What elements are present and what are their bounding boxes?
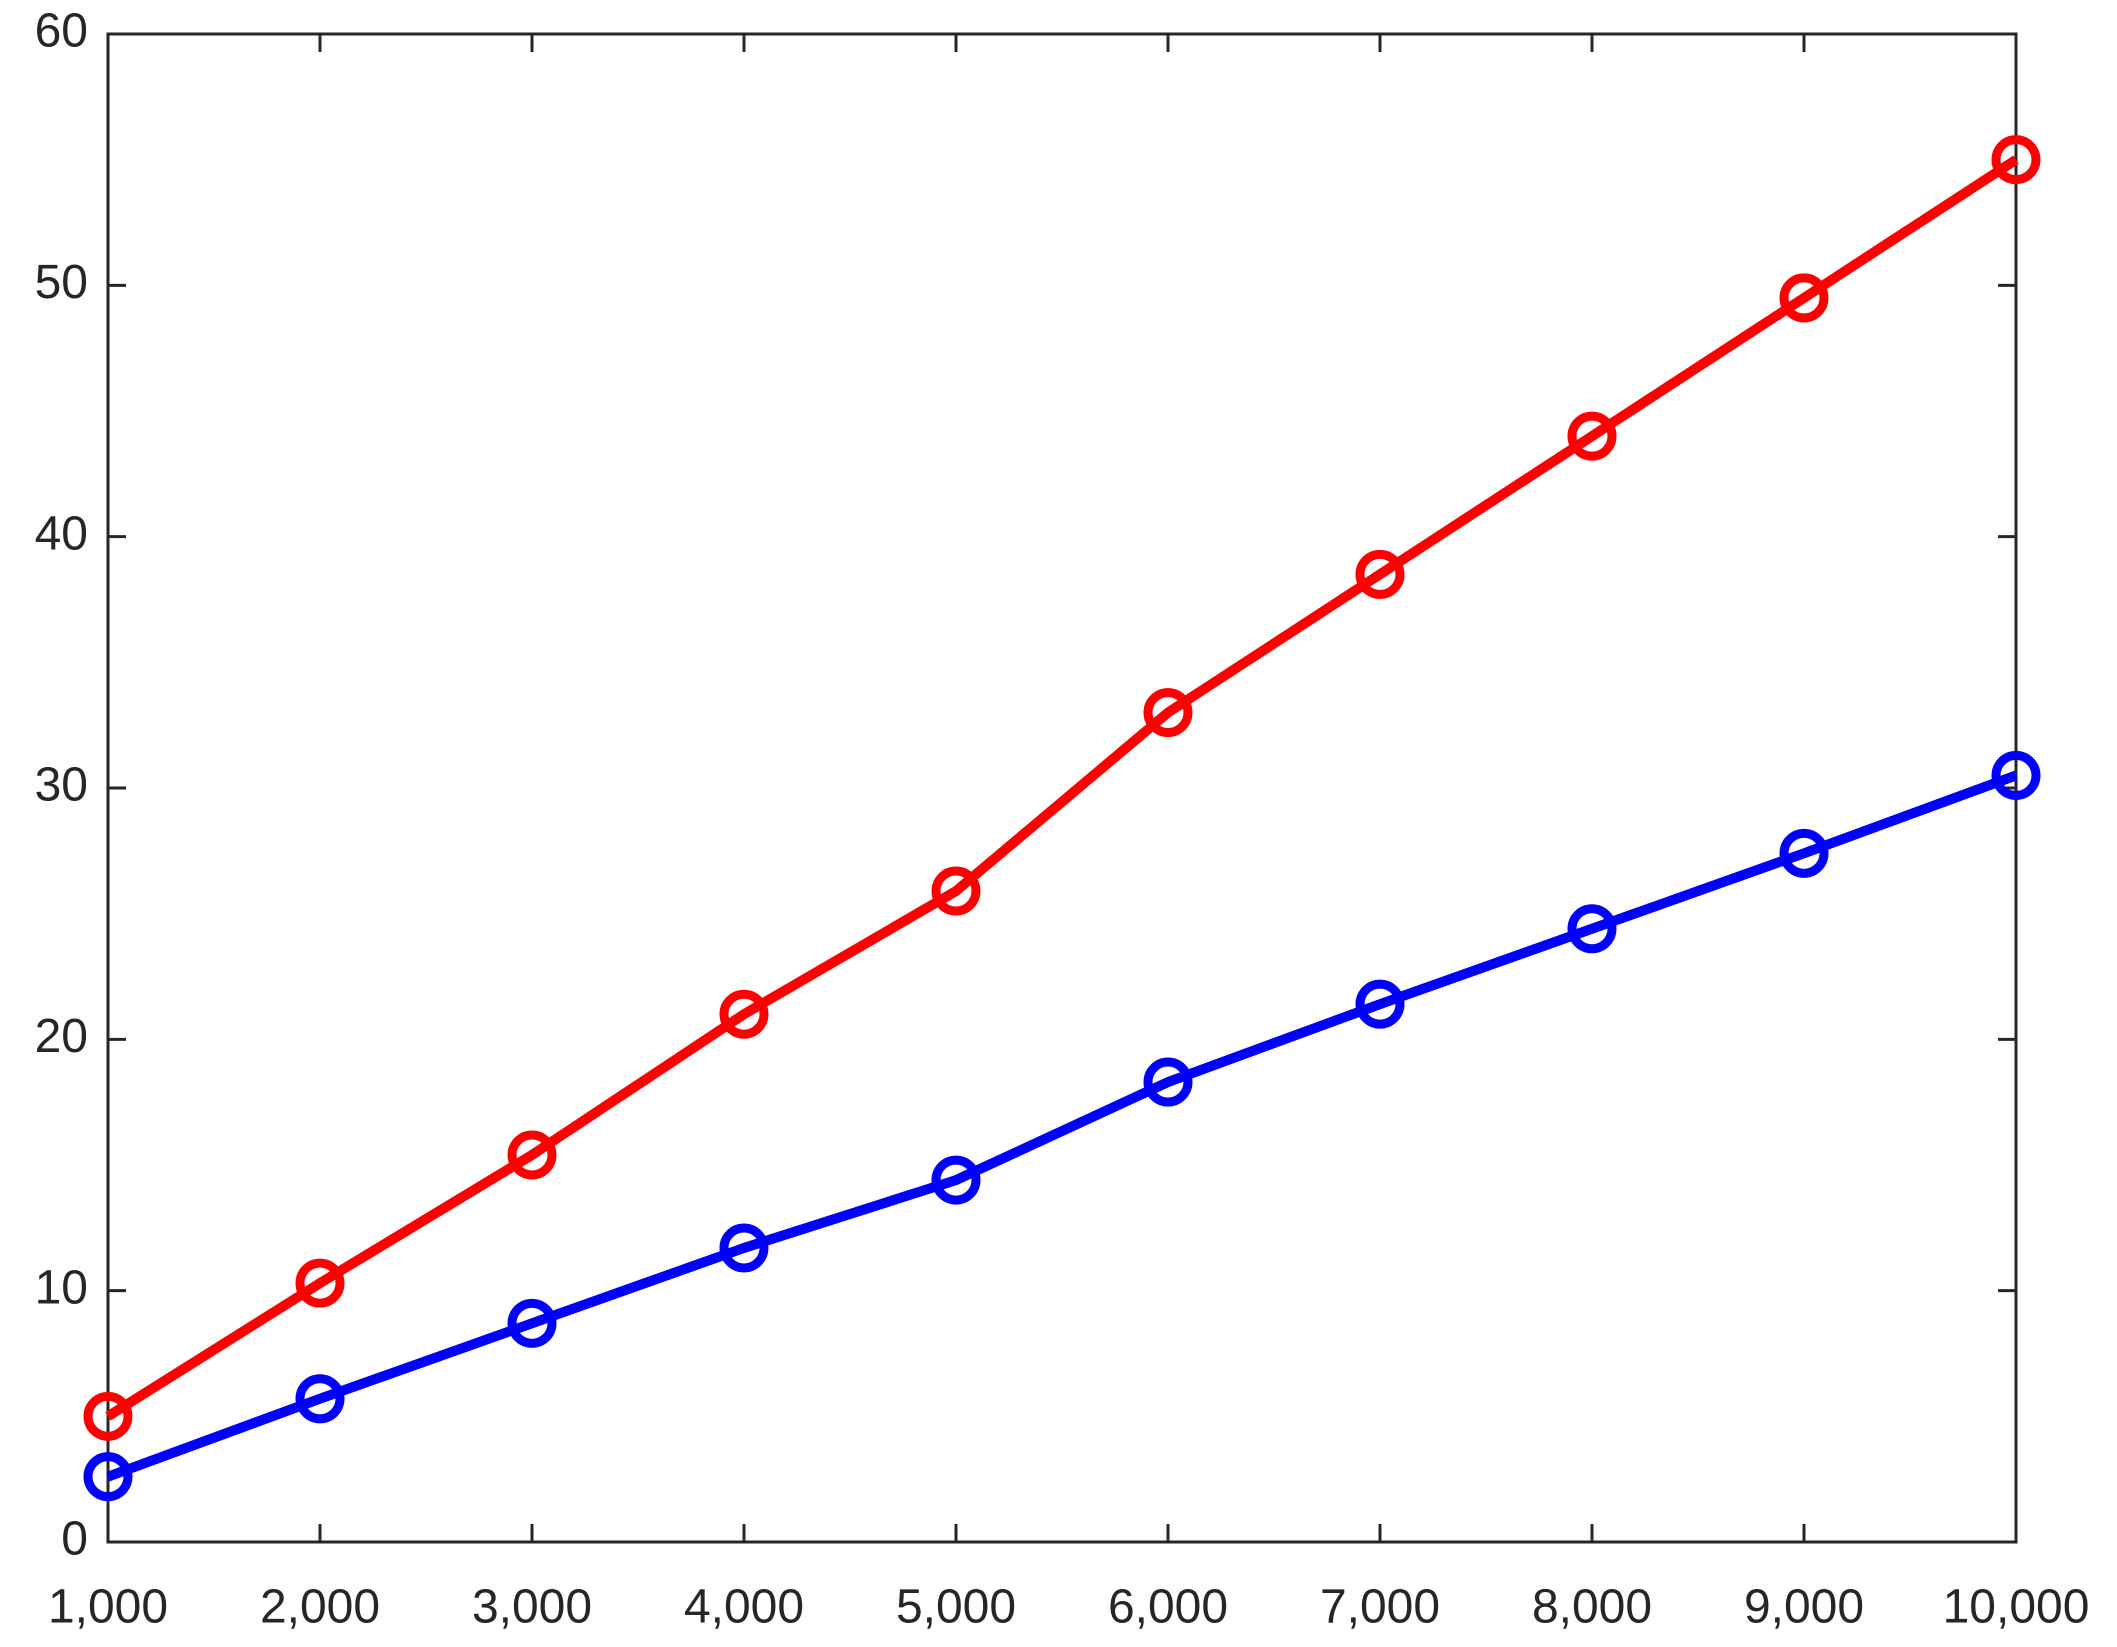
marker	[1355, 549, 1405, 599]
marker	[295, 1258, 345, 1308]
marker	[507, 1130, 557, 1180]
x-tick-label: 7,000	[1320, 1581, 1440, 1634]
y-tick-label: 10	[35, 1261, 88, 1314]
marker	[1143, 688, 1193, 738]
x-tick-label: 4,000	[684, 1581, 804, 1634]
y-tick-label: 30	[35, 759, 88, 812]
x-tick-label: 5,000	[896, 1581, 1016, 1634]
y-tick-label: 50	[35, 256, 88, 309]
axes-box	[106, 32, 2018, 1544]
marker	[1355, 979, 1405, 1029]
x-tick-label: 1,000	[48, 1581, 168, 1634]
marker	[1143, 1057, 1193, 1107]
marker	[507, 1298, 557, 1348]
marker	[1567, 904, 1617, 954]
marker	[931, 1155, 981, 1205]
series-line	[105, 155, 2019, 1421]
y-tick-label: 0	[61, 1513, 88, 1566]
x-tick-label: 3,000	[472, 1581, 592, 1634]
x-tick-label: 6,000	[1108, 1581, 1228, 1634]
y-tick-label: 40	[35, 507, 88, 560]
marker	[719, 1223, 769, 1273]
x-tick-label: 2,000	[260, 1581, 380, 1634]
x-tick-label: 9,000	[1744, 1581, 1864, 1634]
y-tick-label: 60	[35, 5, 88, 58]
x-tick-label: 10,000	[1943, 1581, 2090, 1634]
marker	[295, 1374, 345, 1424]
y-tick-label: 20	[35, 1010, 88, 1063]
marker	[83, 1452, 133, 1502]
marker	[1991, 750, 2041, 800]
marker	[1567, 411, 1617, 461]
marker	[1779, 828, 1829, 878]
x-tick-label: 8,000	[1532, 1581, 1652, 1634]
series-line	[106, 770, 2018, 1482]
marker	[931, 866, 981, 916]
marker	[719, 989, 769, 1039]
marker	[1991, 135, 2041, 185]
marker	[83, 1391, 133, 1441]
marker	[1779, 273, 1829, 323]
